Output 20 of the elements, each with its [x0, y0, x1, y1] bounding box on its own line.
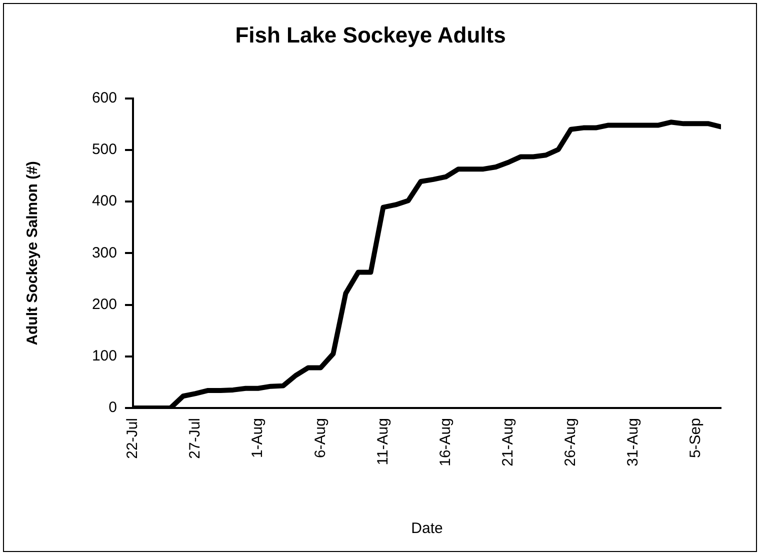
x-tick-label: 26-Aug [562, 418, 580, 466]
x-tick-label: 11-Aug [374, 418, 392, 466]
y-tick-label: 500 [92, 141, 117, 158]
x-tick-label: 6-Aug [312, 418, 329, 458]
x-tick-label: 27-Jul [186, 418, 204, 459]
y-tick-label: 0 [108, 399, 117, 416]
x-tick-label: 5-Sep [687, 418, 704, 458]
x-tick-label: 21-Aug [499, 418, 516, 466]
y-tick-label: 100 [92, 348, 117, 365]
y-axis-title: Adult Sockeye Salmon (#) [24, 161, 42, 346]
x-tick-label: 1-Aug [249, 418, 266, 458]
y-tick-label: 600 [92, 90, 117, 107]
y-tick-label: 200 [92, 296, 117, 313]
x-tick-label: 16-Aug [436, 418, 454, 466]
x-tick-label: 22-Jul [124, 418, 142, 459]
y-tick-label: 300 [92, 244, 117, 262]
chart-title: Fish Lake Sockeye Adults [235, 22, 506, 48]
x-axis-title: Date [411, 520, 443, 538]
y-tick-label: 400 [92, 192, 117, 210]
x-tick-label: 31-Aug [624, 418, 642, 466]
